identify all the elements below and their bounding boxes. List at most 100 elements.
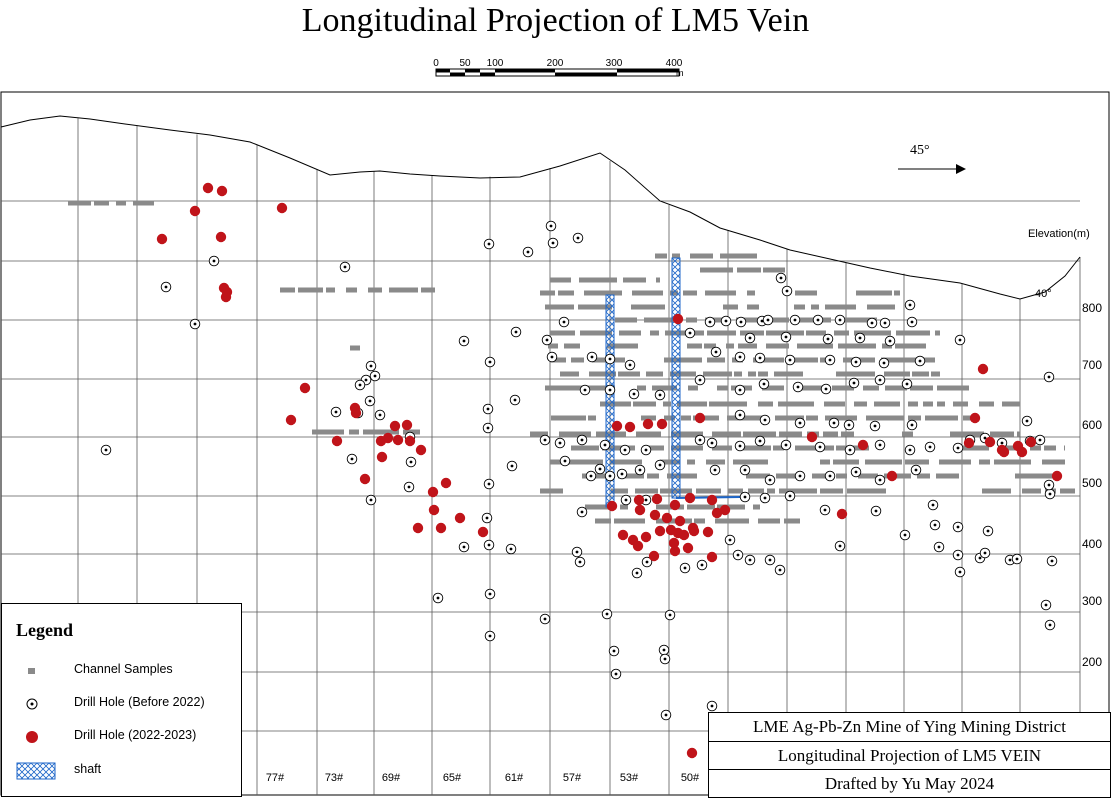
old-drill-hole-center bbox=[635, 571, 639, 575]
channel-sample bbox=[774, 371, 803, 377]
channel-sample bbox=[350, 345, 360, 351]
old-drill-hole-center bbox=[910, 320, 914, 324]
old-drill-hole-center bbox=[645, 560, 649, 564]
old-drill-hole-center bbox=[334, 410, 338, 414]
channel-sample bbox=[707, 357, 725, 363]
new-drill-hole bbox=[678, 529, 690, 541]
old-drill-hole-center bbox=[958, 338, 962, 342]
channel-sample bbox=[894, 290, 900, 296]
old-drill-hole-center bbox=[526, 250, 530, 254]
old-drill-hole-center bbox=[578, 560, 582, 564]
channel-sample bbox=[753, 504, 760, 510]
old-drill-hole-center bbox=[364, 378, 368, 382]
channel-sample bbox=[637, 385, 646, 391]
old-drill-hole-center bbox=[832, 421, 836, 425]
channel-sample bbox=[763, 267, 785, 273]
channel-sample bbox=[746, 473, 770, 479]
channel-sample bbox=[631, 304, 665, 310]
channel-sample bbox=[670, 371, 696, 377]
channel-sample bbox=[550, 357, 566, 363]
old-drill-hole-center bbox=[788, 494, 792, 498]
channel-sample bbox=[748, 371, 756, 377]
channel-sample bbox=[895, 343, 926, 349]
channel-sample bbox=[280, 287, 295, 293]
old-drill-hole-center bbox=[488, 360, 492, 364]
old-drill-hole-center bbox=[583, 388, 587, 392]
channel-sample bbox=[939, 459, 971, 465]
new-drill-hole bbox=[1016, 446, 1028, 458]
channel-sample-icon bbox=[28, 668, 35, 674]
new-drill-hole bbox=[382, 432, 394, 444]
direction-label: 45° bbox=[910, 143, 930, 158]
new-drill-hole bbox=[669, 545, 681, 557]
old-drill-hole-center bbox=[978, 556, 982, 560]
old-drill-hole-center bbox=[823, 508, 827, 512]
new-drill-hole bbox=[648, 550, 660, 562]
old-drill-hole-center bbox=[888, 339, 892, 343]
channel-sample bbox=[349, 429, 359, 435]
old-drill-hole-center bbox=[748, 558, 752, 562]
channel-sample bbox=[683, 290, 697, 296]
channel-sample bbox=[820, 459, 830, 465]
old-drill-hole-center bbox=[487, 543, 491, 547]
channel-sample bbox=[1022, 488, 1041, 494]
channel-sample bbox=[858, 473, 878, 479]
old-drill-hole-center bbox=[743, 468, 747, 472]
old-drill-hole-center bbox=[700, 563, 704, 567]
new-drill-hole bbox=[632, 540, 644, 552]
channel-sample bbox=[712, 445, 732, 451]
title-block-drafted: Drafted by Yu May 2024 bbox=[709, 769, 1110, 798]
new-drill-hole bbox=[359, 473, 371, 485]
legend-label: Channel Samples bbox=[74, 662, 173, 676]
old-drill-hole-center bbox=[358, 383, 362, 387]
channel-sample bbox=[618, 371, 640, 377]
old-drill-hole-center bbox=[956, 525, 960, 529]
new-drill-hole bbox=[668, 537, 680, 549]
old-drill-hole-center bbox=[698, 438, 702, 442]
channel-sample bbox=[1060, 488, 1075, 494]
old-drill-hole-center bbox=[838, 544, 842, 548]
exploration-line-label: 69# bbox=[382, 772, 401, 784]
channel-sample bbox=[530, 431, 548, 437]
channel-sample bbox=[824, 401, 845, 407]
exploration-line-label: 77# bbox=[266, 772, 285, 784]
old-drill-hole-center bbox=[760, 319, 764, 323]
elevation-angle: 40° bbox=[1035, 288, 1052, 300]
channel-sample bbox=[704, 343, 716, 349]
channel-sample bbox=[667, 473, 697, 479]
old-drill-holes bbox=[100, 220, 1058, 721]
channel-sample bbox=[979, 401, 994, 407]
channel-sample bbox=[636, 431, 661, 437]
channel-sample bbox=[737, 267, 761, 273]
old-drill-hole-center bbox=[513, 398, 517, 402]
channel-sample bbox=[768, 317, 789, 323]
channel-sample bbox=[882, 343, 892, 349]
new-drill-holes bbox=[156, 182, 1063, 759]
channel-sample bbox=[363, 429, 399, 435]
channel-sample bbox=[545, 304, 574, 310]
channel-sample bbox=[688, 385, 698, 391]
channel-sample bbox=[791, 357, 818, 363]
channel-sample bbox=[823, 431, 838, 437]
old-drill-hole-center bbox=[1048, 492, 1052, 496]
old-drill-hole-center bbox=[628, 363, 632, 367]
old-drill-hole-center bbox=[1047, 375, 1051, 379]
old-drill-hole-center bbox=[738, 355, 742, 359]
old-drill-hole-center bbox=[878, 478, 882, 482]
scale-bar: 0 50 100 200 300 400 m bbox=[433, 58, 683, 78]
new-drill-hole bbox=[156, 233, 168, 245]
new-drill-hole bbox=[711, 507, 723, 519]
old-drill-hole-center bbox=[663, 657, 667, 661]
channel-sample bbox=[687, 504, 715, 510]
channel-sample bbox=[571, 357, 584, 363]
old-drill-hole-center bbox=[543, 438, 547, 442]
legend-item: shaft bbox=[2, 756, 241, 786]
channel-sample bbox=[994, 459, 1031, 465]
channel-sample bbox=[741, 445, 771, 451]
channel-sample bbox=[925, 415, 958, 421]
old-drill-hole-center bbox=[710, 704, 714, 708]
channel-sample bbox=[560, 371, 579, 377]
old-drill-hole-center bbox=[1047, 483, 1051, 487]
channel-sample bbox=[298, 287, 323, 293]
channel-sample bbox=[833, 459, 859, 465]
